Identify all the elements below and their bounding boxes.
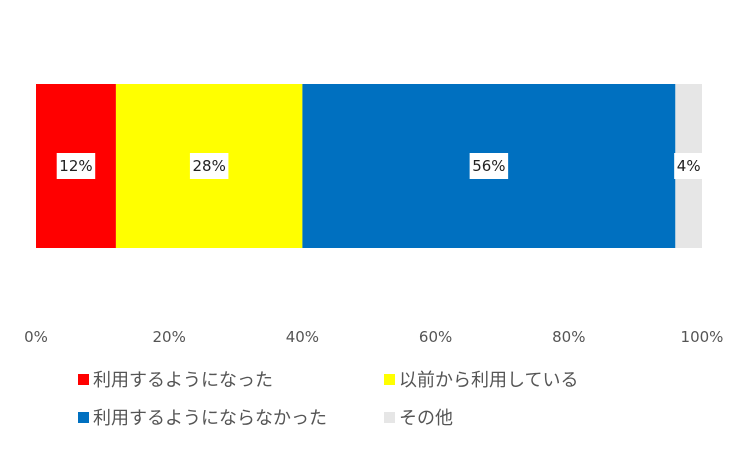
legend-item-already-user: 以前から利用している — [384, 366, 578, 392]
legend-label: その他 — [399, 408, 453, 429]
legend-item-became-user: 利用するようになった — [78, 366, 273, 392]
x-tick-label-1: 20% — [153, 328, 186, 346]
data-label-box-2 — [469, 153, 509, 179]
legend-label: 利用するようになった — [93, 370, 273, 391]
data-label-box-3 — [674, 153, 704, 179]
data-label-3: 4% — [677, 157, 701, 175]
data-label-1: 28% — [192, 157, 225, 175]
legend-swatch-yellow — [384, 373, 395, 385]
data-label-2: 56% — [472, 157, 505, 175]
legend-swatch-red — [78, 373, 89, 385]
x-tick-label-5: 100% — [681, 328, 724, 346]
x-tick-label-4: 80% — [552, 328, 585, 346]
bar-segments — [36, 84, 702, 248]
segment-labels: 12% 28% 56% 4% — [56, 153, 704, 179]
x-tick-label-2: 40% — [286, 328, 319, 346]
x-axis-ticks: 0% 20% 40% 60% 80% 100% — [24, 328, 723, 346]
legend-item-other: その他 — [384, 404, 453, 430]
data-label-0: 12% — [59, 157, 92, 175]
x-tick-label-3: 60% — [419, 328, 452, 346]
legend-item-did-not-become-user: 利用するようにならなかった — [78, 404, 327, 430]
x-tick-label-0: 0% — [24, 328, 48, 346]
legend-swatch-blue — [78, 411, 89, 423]
data-label-box-0 — [56, 153, 96, 179]
legend-swatch-gray — [384, 411, 395, 423]
data-label-box-1 — [189, 153, 229, 179]
legend-label: 以前から利用している — [399, 370, 579, 391]
legend-label: 利用するようにならなかった — [93, 408, 327, 429]
